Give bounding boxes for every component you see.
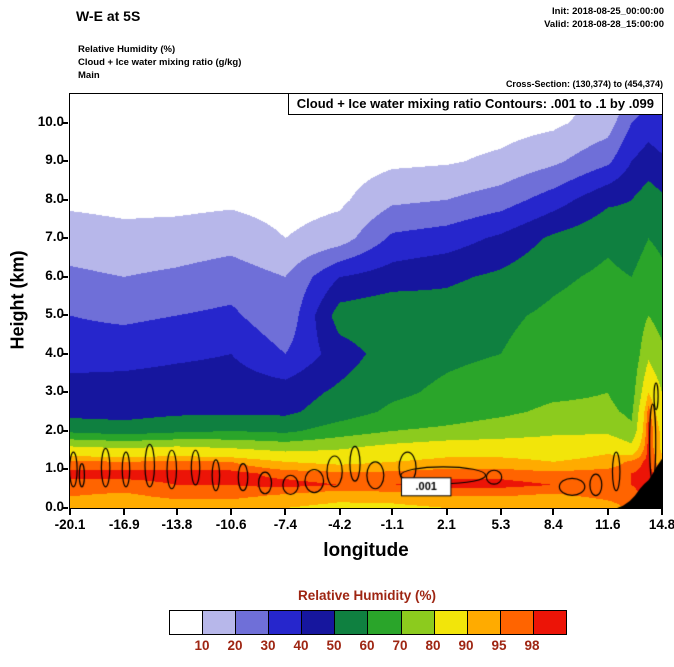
y-tick-label: 3.0 bbox=[45, 383, 64, 399]
colorbar-cell bbox=[500, 611, 534, 634]
colorbar-cell bbox=[236, 611, 270, 634]
x-tick-label: 11.6 bbox=[594, 517, 621, 532]
field-relative-humidity: Relative Humidity (%) bbox=[78, 44, 176, 55]
y-tick-mark bbox=[62, 275, 68, 278]
colorbar-tick-label: 40 bbox=[293, 638, 309, 653]
colorbar-cell bbox=[269, 611, 303, 634]
colorbar-tick-label: 90 bbox=[458, 638, 474, 653]
colorbar bbox=[169, 610, 567, 635]
x-tick-label: 2.1 bbox=[437, 517, 456, 532]
field-list: Relative Humidity (%) Cloud + Ice water … bbox=[78, 44, 241, 82]
colorbar-cell bbox=[302, 611, 336, 634]
run-times: Init: 2018-08-25_00:00:00 Valid: 2018-08… bbox=[544, 5, 664, 32]
y-tick-label: 1.0 bbox=[45, 460, 64, 476]
x-tick-label: -16.9 bbox=[108, 517, 140, 532]
colorbar-tick-label: 95 bbox=[491, 638, 507, 653]
y-tick-label: 8.0 bbox=[45, 190, 64, 206]
colorbar-tick-label: 20 bbox=[227, 638, 243, 653]
y-tick-mark bbox=[62, 237, 68, 240]
colorbar-tick-label: 80 bbox=[425, 638, 441, 653]
init-time: Init: 2018-08-25_00:00:00 bbox=[552, 6, 664, 17]
colorbar-tick-label: 10 bbox=[194, 638, 210, 653]
contour-info-box: Cloud + Ice water mixing ratio Contours:… bbox=[287, 93, 663, 115]
y-tick-label: 2.0 bbox=[45, 421, 64, 437]
field-cloud-ice: Cloud + Ice water mixing ratio (g/kg) bbox=[78, 56, 242, 68]
x-tick-mark bbox=[391, 509, 394, 515]
y-axis-label: Height (km) bbox=[7, 250, 28, 350]
x-tick-label: 5.3 bbox=[491, 517, 511, 532]
colorbar-cell bbox=[368, 611, 402, 634]
y-tick-label: 0.0 bbox=[45, 499, 64, 514]
contour-plot-canvas bbox=[70, 94, 662, 508]
y-tick-mark bbox=[62, 160, 68, 163]
colorbar-title: Relative Humidity (%) bbox=[297, 588, 437, 603]
colorbar-cell bbox=[434, 611, 468, 634]
x-tick-label: -7.4 bbox=[273, 517, 298, 532]
colorbar-tick-label: 30 bbox=[260, 638, 276, 653]
field-domain: Main bbox=[78, 69, 100, 81]
colorbar-tick-label: 70 bbox=[392, 638, 408, 653]
y-tick-label: 9.0 bbox=[45, 152, 64, 168]
page-title: W-E at 5S bbox=[76, 8, 141, 24]
x-tick-label: 8.4 bbox=[544, 517, 563, 532]
y-tick-mark bbox=[62, 429, 68, 432]
x-tick-label: 14.8 bbox=[648, 517, 674, 532]
colorbar-cell bbox=[533, 611, 566, 634]
valid-time: Valid: 2018-08-28_15:00:00 bbox=[544, 19, 664, 31]
y-tick-mark bbox=[62, 391, 68, 394]
colorbar-tick-label: 50 bbox=[326, 638, 342, 653]
x-axis-label: longitude bbox=[323, 540, 409, 561]
x-tick-mark bbox=[499, 509, 502, 515]
x-tick-mark bbox=[284, 509, 287, 515]
y-tick-mark bbox=[62, 468, 68, 471]
y-tick-mark bbox=[62, 352, 68, 355]
y-tick-mark bbox=[62, 121, 68, 124]
x-tick-label: -4.2 bbox=[328, 517, 352, 532]
y-tick-mark bbox=[62, 507, 68, 509]
colorbar-tick-label: 98 bbox=[524, 638, 540, 653]
x-tick-mark bbox=[552, 509, 555, 515]
y-tick-label: 10.0 bbox=[37, 113, 64, 129]
y-tick-mark bbox=[62, 314, 68, 317]
x-tick-label: -10.6 bbox=[215, 517, 247, 532]
y-tick-label: 4.0 bbox=[45, 344, 64, 360]
x-tick-mark bbox=[445, 509, 448, 515]
y-tick-label: 5.0 bbox=[45, 306, 64, 322]
x-tick-mark bbox=[69, 509, 71, 515]
cross-section-coords: Cross-Section: (130,374) to (454,374) bbox=[505, 79, 663, 89]
x-tick-mark bbox=[175, 509, 178, 515]
x-tick-label: -13.8 bbox=[161, 517, 193, 532]
colorbar-cell bbox=[467, 611, 501, 634]
x-tick-mark bbox=[123, 509, 126, 515]
y-tick-label: 7.0 bbox=[45, 229, 64, 245]
colorbar-cell bbox=[401, 611, 435, 634]
colorbar-tick-label: 60 bbox=[359, 638, 375, 653]
y-tick-mark bbox=[62, 198, 68, 201]
colorbar-cell bbox=[170, 611, 204, 634]
x-tick-mark bbox=[338, 509, 341, 515]
plot-frame: Cloud + Ice water mixing ratio Contours:… bbox=[69, 93, 663, 509]
x-tick-mark bbox=[230, 509, 233, 515]
x-tick-mark bbox=[606, 509, 609, 515]
colorbar-wrap: 10 20 30 40 50 60 70 80 90 95 98 bbox=[169, 610, 567, 660]
colorbar-cell bbox=[203, 611, 237, 634]
colorbar-cell bbox=[335, 611, 369, 634]
x-tick-mark bbox=[661, 509, 663, 515]
y-tick-label: 6.0 bbox=[45, 267, 64, 283]
x-tick-label: -1.1 bbox=[380, 517, 404, 532]
x-tick-label: -20.1 bbox=[54, 517, 86, 532]
